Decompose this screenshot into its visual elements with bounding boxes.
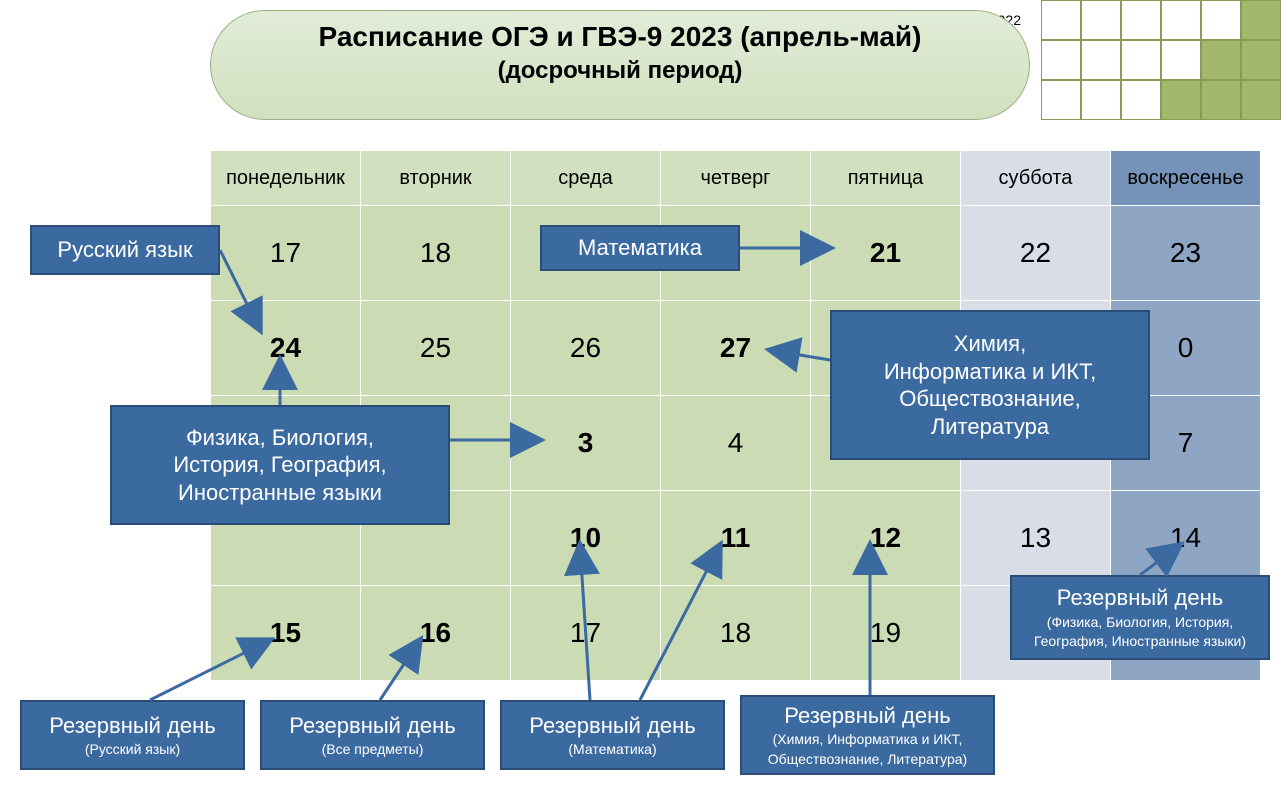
day-cell: 17 [511,586,661,681]
day-header: понедельник [211,151,361,206]
callout-russian: Русский язык [30,225,220,275]
day-cell: 13 [961,491,1111,586]
callout-text: Русский язык [57,236,192,264]
title-main: Расписание ОГЭ и ГВЭ-9 2023 (апрель-май) [211,21,1029,53]
callout-line: История, География, [173,451,386,479]
callout-reserve-russian: Резервный день (Русский язык) [20,700,245,770]
callout-sub: (Математика) [568,741,656,759]
schedule-infographic: 19.12.2022 Расписание ОГЭ и ГВЭ-9 2023 (… [0,0,1281,798]
day-cell: 12 [811,491,961,586]
day-cell: 23 [1111,206,1261,301]
callout-sub: География, Иностранные языки) [1034,633,1246,651]
day-header: пятница [811,151,961,206]
callout-title: Резервный день [784,702,951,730]
callout-reserve-chem: Резервный день (Химия, Информатика и ИКТ… [740,695,995,775]
callout-physics: Физика, Биология, История, География, Ин… [110,405,450,525]
callout-line: Обществознание, [899,385,1081,413]
callout-line: Информатика и ИКТ, [884,358,1096,386]
callout-title: Резервный день [1057,584,1224,612]
day-cell: 26 [511,301,661,396]
callout-reserve-math: Резервный день (Математика) [500,700,725,770]
day-cell: 17 [211,206,361,301]
day-header: воскресенье [1111,151,1261,206]
day-cell: 24 [211,301,361,396]
callout-sub: (Все предметы) [322,741,424,759]
callouts-line: Иностранные языки [178,479,382,507]
day-cell: 16 [361,586,511,681]
callout-math: Математика [540,225,740,271]
callout-title: Резервный день [529,712,696,740]
day-header: суббота [961,151,1111,206]
day-cell: 15 [211,586,361,681]
day-header: вторник [361,151,511,206]
callout-reserve-all: Резервный день (Все предметы) [260,700,485,770]
day-header: среда [511,151,661,206]
callout-chemistry: Химия, Информатика и ИКТ, Обществознание… [830,310,1150,460]
day-cell: 3 [511,396,661,491]
day-cell: 19 [811,586,961,681]
callout-text: Математика [578,234,702,262]
day-cell: 18 [361,206,511,301]
callout-reserve-phys: Резервный день (Физика, Биология, Истори… [1010,575,1270,660]
day-cell: 11 [661,491,811,586]
day-header: четверг [661,151,811,206]
day-cell: 27 [661,301,811,396]
callout-line: Физика, Биология, [186,424,374,452]
day-cell: 25 [361,301,511,396]
day-cell: 4 [661,396,811,491]
day-cell: 14 [1111,491,1261,586]
header-row: понедельник вторник среда четверг пятниц… [211,151,1261,206]
callout-sub: (Русский язык) [85,741,180,759]
callout-sub: (Химия, Информатика и ИКТ, [773,731,963,749]
title-bar: Расписание ОГЭ и ГВЭ-9 2023 (апрель-май)… [210,10,1030,120]
day-cell: 18 [661,586,811,681]
callout-line: Литература [931,413,1049,441]
decorative-grid [1041,0,1281,120]
day-cell: 21 [811,206,961,301]
day-cell: 10 [511,491,661,586]
callout-sub: (Физика, Биология, История, [1047,614,1233,632]
callout-title: Резервный день [289,712,456,740]
callout-title: Резервный день [49,712,216,740]
day-cell: 22 [961,206,1111,301]
title-sub: (досрочный период) [211,57,1029,85]
callout-sub: Обществознание, Литература) [768,751,967,769]
callout-line: Химия, [954,330,1026,358]
